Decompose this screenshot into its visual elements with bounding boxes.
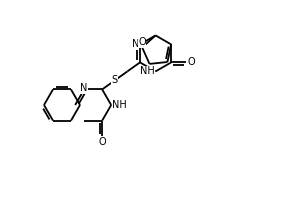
Text: N: N xyxy=(80,83,88,93)
Text: O: O xyxy=(138,37,146,47)
Text: N: N xyxy=(132,39,139,49)
Text: O: O xyxy=(188,57,195,67)
Text: NH: NH xyxy=(140,66,154,76)
Text: O: O xyxy=(98,137,106,147)
Text: NH: NH xyxy=(112,100,127,110)
Text: S: S xyxy=(112,75,118,85)
